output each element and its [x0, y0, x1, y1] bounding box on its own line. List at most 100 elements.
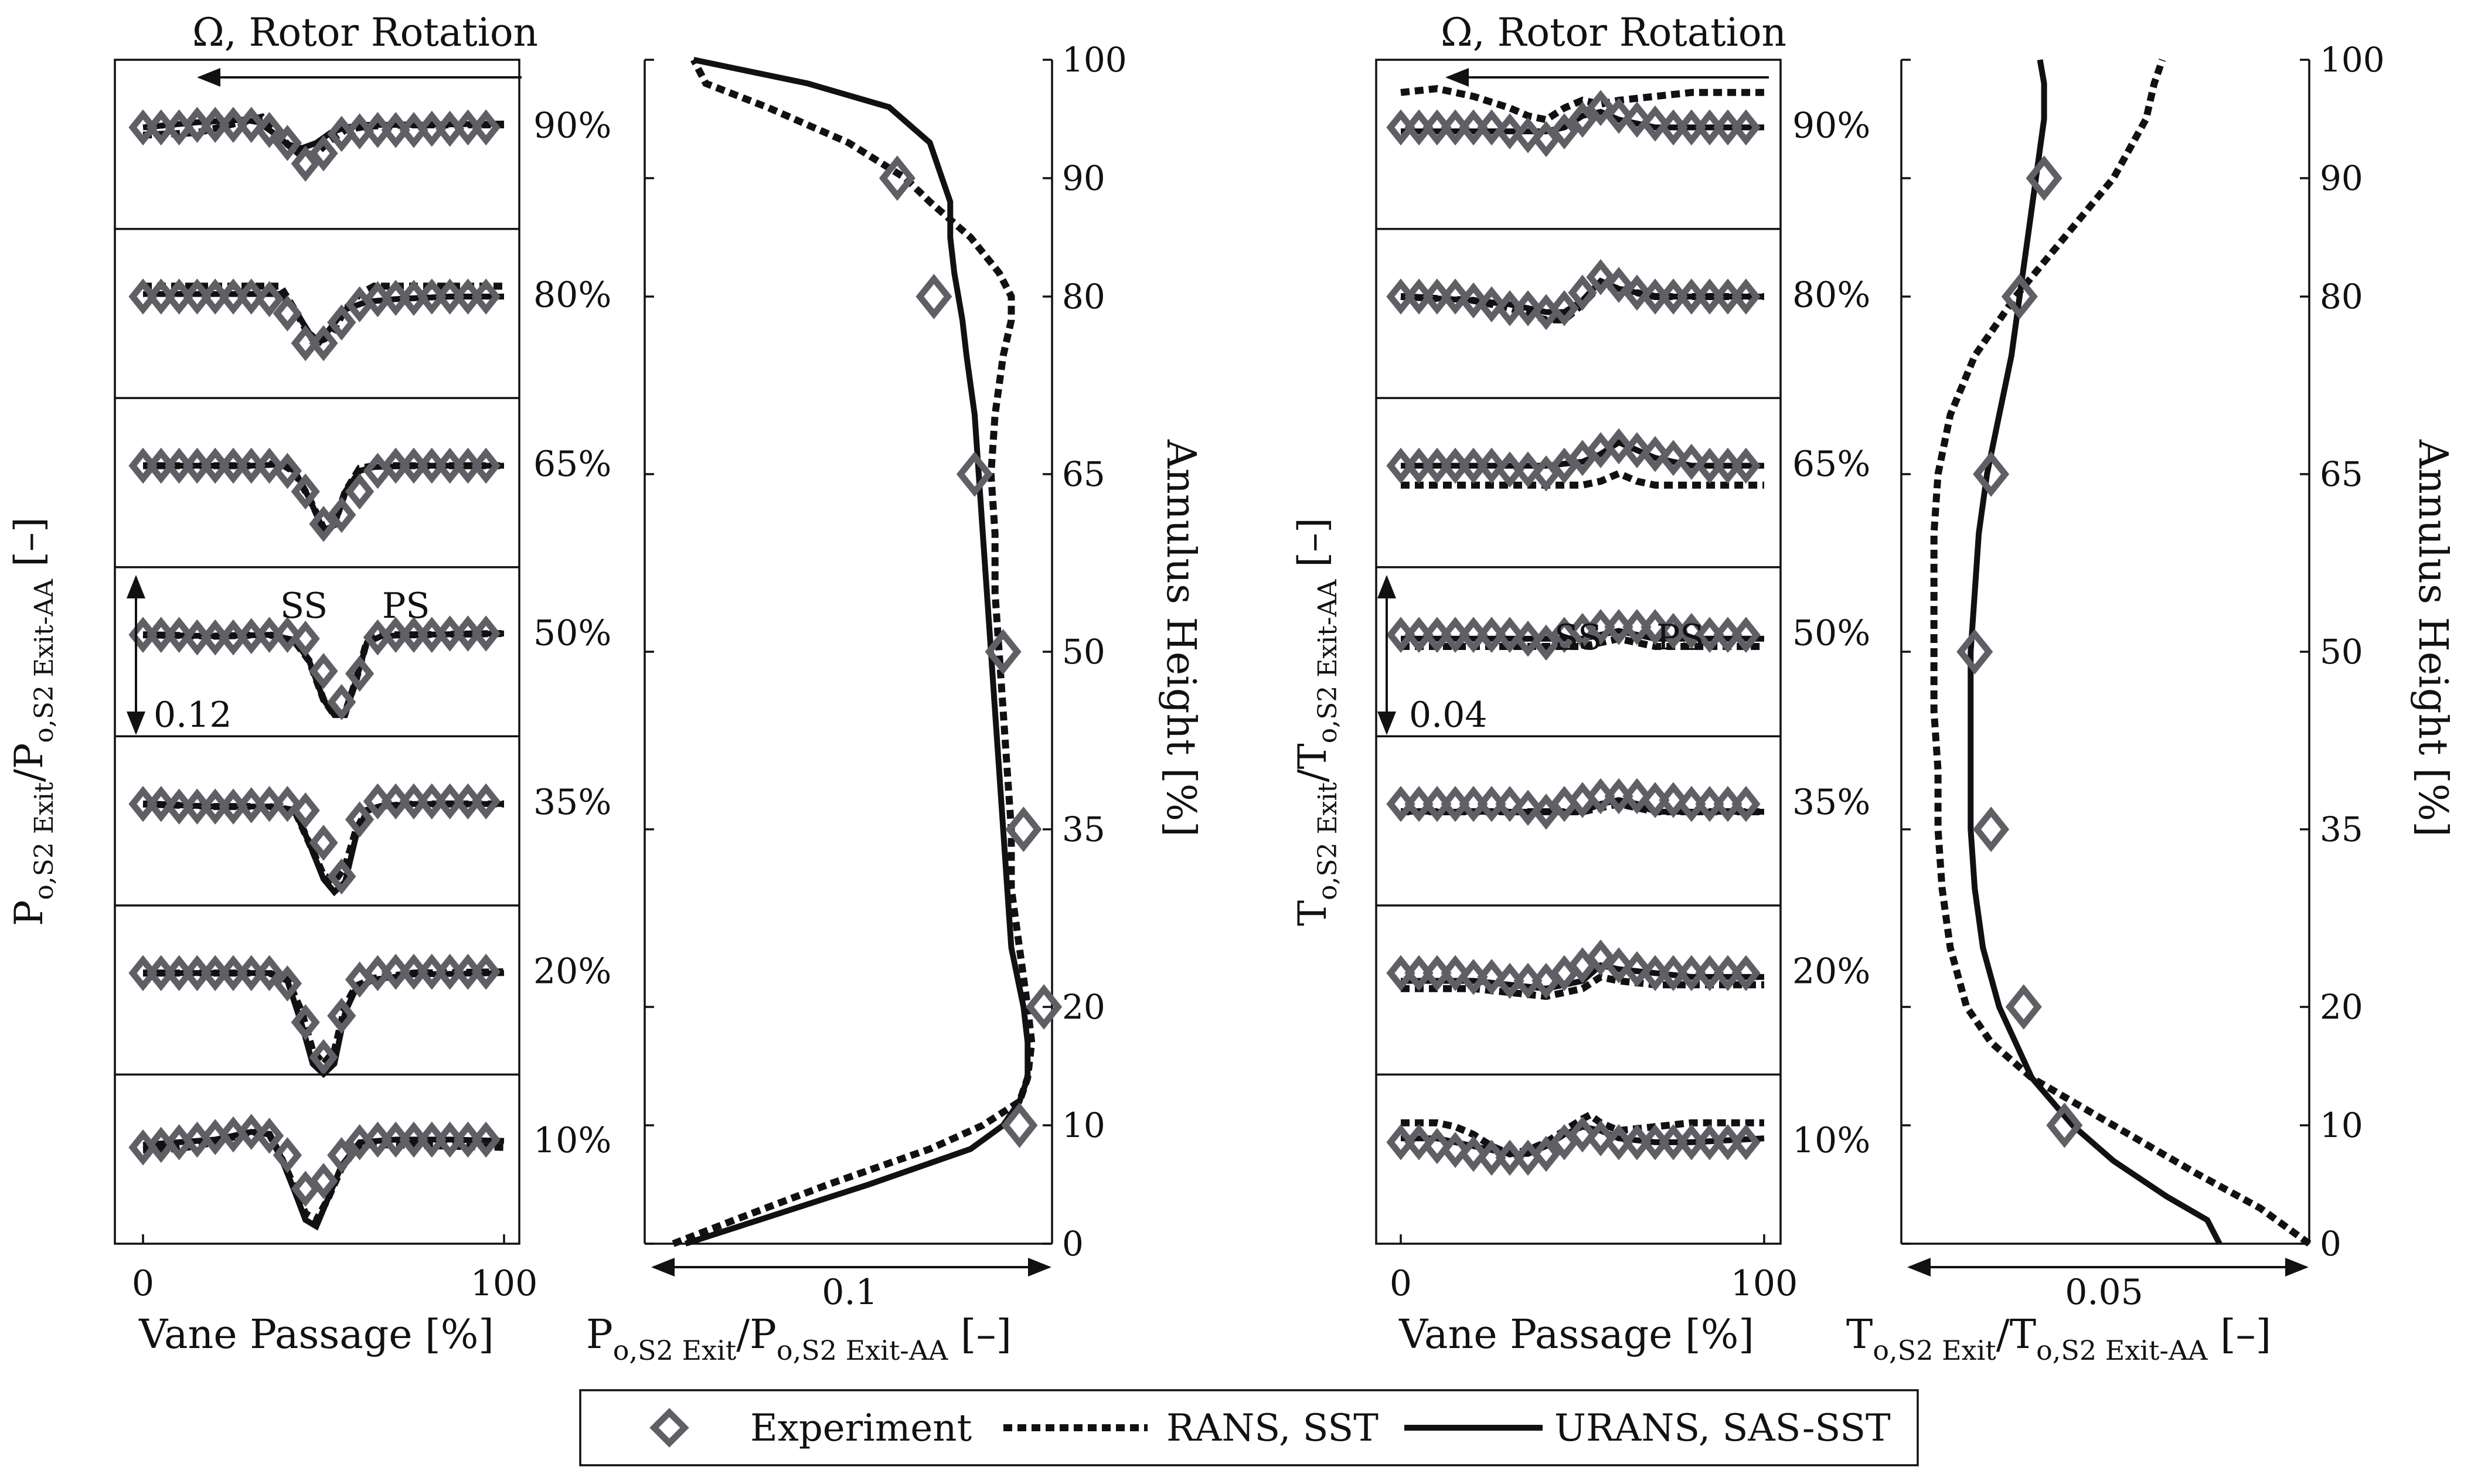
temperature-wake-experiment-point [1441, 785, 1470, 822]
temperature-wake-experiment-point [1604, 947, 1633, 983]
temperature-wake-experiment-point [1659, 440, 1688, 476]
pressure-profile-experiment-point [1005, 806, 1042, 852]
temperature-wake-experiment-point [1622, 432, 1652, 468]
pressure-wake-experiment-point [363, 1121, 393, 1158]
pressure-wake-experiment-point [219, 447, 248, 484]
temperature-wake-experiment-point [1459, 447, 1488, 484]
pressure-wake-experiment-point [363, 112, 393, 148]
pressure-profile-ytick-label: 35 [1062, 809, 1105, 849]
temperature-wake-experiment-point [1677, 444, 1706, 480]
temperature-scale-label: 0.04 [1409, 695, 1488, 736]
left-ylabel: Po,S2 Exit/Po,S2 Exit-AA [–] [6, 517, 59, 926]
pressure-wake-experiment-point [453, 1121, 483, 1158]
pressure-wake-experiment-point [273, 125, 302, 161]
temperature-profile-ytick-label: 20 [2320, 987, 2363, 1027]
temperature-wake-experiment-point [1622, 1124, 1652, 1160]
pressure-wake-experiment-point [237, 1114, 266, 1150]
temperature-profile-rans-line [1930, 59, 2312, 1247]
temperature-wake-experiment-point [1622, 274, 1652, 311]
temperature-wake-experiment-point [1441, 447, 1470, 484]
temperature-profile-xlabel: To,S2 Exit/To,S2 Exit-AA [–] [1846, 1312, 2271, 1366]
temperature-wake-experiment-point [1713, 617, 1742, 653]
temperature-wake-experiment-point [1713, 278, 1742, 315]
temperature-wake-experiment-point [1441, 955, 1470, 992]
temperature-wake-experiment-point [1586, 259, 1615, 295]
temperature-wake-experiment-point [1640, 1124, 1670, 1160]
pressure-wake-experiment-point [291, 325, 320, 362]
temperature-wake-experiment-point [1640, 278, 1670, 315]
pressure-wake-experiment-point [291, 145, 320, 182]
pressure-wake-experiment-point [147, 447, 176, 484]
temperature-profile-experiment-point [2001, 274, 2038, 319]
pressure-wake-experiment-point [273, 617, 302, 653]
pressure-wake-experiment-point [435, 615, 465, 652]
pressure-wake-span-label: 50% [533, 612, 611, 653]
pressure-wake-experiment-point [309, 1163, 338, 1199]
pressure-wake-experiment-point [254, 785, 284, 822]
temperature-wake-span-label: 20% [1792, 951, 1870, 992]
temperature-wake-experiment-point [1695, 955, 1724, 992]
right-block: Ω, Rotor Rotation To,S2 Exit/To,S2 Exit-… [1290, 10, 2456, 1366]
temperature-wake-experiment-point [1604, 428, 1633, 465]
temperature-wake-experiment-point [1386, 447, 1415, 484]
pressure-wake-experiment-point [345, 655, 375, 692]
pressure-wake-experiment-point [453, 109, 483, 146]
pressure-wake-experiment-point [327, 684, 356, 720]
temperature-wake-experiment-point [1404, 109, 1434, 146]
temperature-profile-experiment-point [2026, 155, 2062, 201]
legend-experiment-marker [649, 1408, 689, 1448]
pressure-wake-experiment-point [327, 998, 356, 1034]
temperature-wake-rans-line [1400, 85, 1764, 124]
temperature-wake-experiment-point [1659, 612, 1688, 649]
temperature-wake-experiment-point [1695, 109, 1724, 146]
temperature-wake-experiment-point [1477, 1139, 1506, 1176]
temperature-wake-experiment-point [1477, 617, 1506, 653]
pressure-wake-experiment-point [147, 278, 176, 315]
temperature-profile-experiment-point [1973, 451, 2010, 497]
pressure-wake-experiment-point [345, 473, 375, 510]
pressure-profile-ytick-label: 100 [1062, 40, 1127, 80]
pressure-wake-experiment-point [471, 783, 501, 820]
temperature-wake-experiment-point [1731, 447, 1761, 484]
ss-label-left: SS [280, 586, 328, 627]
pressure-profile-ytick-label: 0 [1062, 1224, 1084, 1264]
temperature-wake-experiment-point [1422, 617, 1452, 653]
temperature-wake-experiment-point [1677, 278, 1706, 315]
pressure-wake-experiment-point [309, 506, 338, 542]
temperature-wake-experiment-point [1422, 785, 1452, 822]
temperature-wake-span-label: 50% [1792, 612, 1870, 653]
annulus-label-right: Annulus Height [%] [2409, 439, 2456, 837]
temperature-wake-experiment-point [1659, 955, 1688, 992]
pressure-wake-experiment-point [254, 955, 284, 992]
temperature-wake-experiment-point [1459, 617, 1488, 653]
pressure-wake-experiment-point [471, 615, 501, 652]
pressure-wake-experiment-point [417, 1121, 447, 1158]
temperature-wake-experiment-point [1731, 1124, 1761, 1160]
pressure-wake-experiment-point [291, 620, 320, 657]
temperature-wake-experiment-point [1459, 109, 1488, 146]
pressure-wake-experiment-point [200, 955, 230, 992]
temperature-wake-experiment-point [1604, 1124, 1633, 1160]
pressure-wake-experiment-point [200, 788, 230, 825]
pressure-wake-experiment-point [399, 1121, 428, 1158]
temperature-wake-experiment-point [1622, 951, 1652, 988]
temperature-wake-experiment-point [1477, 447, 1506, 484]
pressure-profile-experiment-point [915, 274, 952, 319]
pressure-wake-experiment-point [182, 955, 212, 992]
temperature-wake-experiment-point [1731, 278, 1761, 315]
temperature-wake-experiment-point [1495, 113, 1524, 149]
temperature-wake-span-label: 65% [1792, 444, 1870, 485]
pressure-wake-experiment-point [453, 447, 483, 484]
temperature-wake-experiment-point [1441, 109, 1470, 146]
temperature-wake-rans-line [1400, 281, 1764, 324]
temperature-wake-experiment-point [1713, 955, 1742, 992]
temperature-wake-experiment-point [1386, 278, 1415, 315]
pressure-wake-experiment-point [273, 1137, 302, 1173]
temperature-wake-experiment-point [1386, 785, 1415, 822]
temperature-wake-span-label: 90% [1792, 105, 1870, 147]
legend-box [579, 1389, 1919, 1466]
pressure-wake-experiment-point [219, 955, 248, 992]
pressure-wake-experiment-point [309, 653, 338, 689]
pressure-wake-experiment-point [182, 447, 212, 484]
pressure-wake-experiment-point [453, 954, 483, 990]
